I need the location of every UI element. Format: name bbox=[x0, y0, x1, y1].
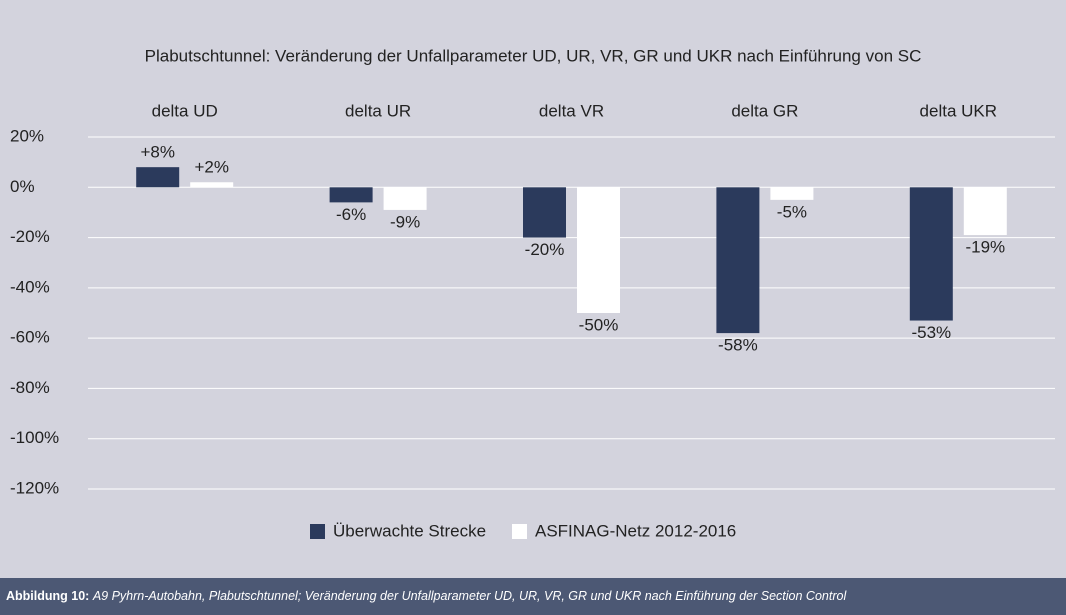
y-tick-label: -100% bbox=[10, 428, 59, 447]
data-label: -9% bbox=[390, 212, 420, 231]
chart-background bbox=[0, 0, 1066, 578]
data-label: -6% bbox=[336, 205, 366, 224]
bar bbox=[716, 187, 760, 334]
legend-label: ASFINAG-Netz 2012-2016 bbox=[535, 521, 736, 540]
caption-label: Abbildung 10: bbox=[6, 589, 90, 603]
category-label: delta VR bbox=[539, 101, 604, 120]
bar bbox=[329, 187, 373, 203]
category-label: delta UD bbox=[152, 101, 218, 120]
legend-swatch bbox=[512, 524, 527, 539]
legend-label: Überwachte Strecke bbox=[333, 521, 486, 540]
bar bbox=[523, 187, 566, 238]
y-tick-label: -40% bbox=[10, 277, 50, 296]
data-label: +2% bbox=[194, 158, 229, 177]
y-tick-label: 0% bbox=[10, 177, 35, 196]
category-label: delta UKR bbox=[920, 101, 997, 120]
data-label: -5% bbox=[777, 202, 807, 221]
chart-title: Plabutschtunnel: Veränderung der Unfallp… bbox=[145, 46, 922, 65]
data-label: -58% bbox=[718, 336, 758, 355]
y-tick-label: -120% bbox=[10, 478, 59, 497]
data-label: -53% bbox=[911, 323, 951, 342]
y-tick-label: -80% bbox=[10, 378, 50, 397]
bar bbox=[963, 187, 1007, 236]
bar bbox=[909, 187, 953, 321]
category-label: delta GR bbox=[731, 101, 798, 120]
bar bbox=[770, 187, 814, 200]
data-label: -50% bbox=[579, 315, 619, 334]
y-tick-label: 20% bbox=[10, 126, 44, 145]
y-tick-label: -60% bbox=[10, 328, 50, 347]
category-label: delta UR bbox=[345, 101, 411, 120]
data-label: +8% bbox=[140, 143, 175, 162]
bar bbox=[577, 187, 620, 313]
caption: Abbildung 10: A9 Pyhrn-Autobahn, Plabuts… bbox=[0, 578, 1066, 615]
y-tick-label: -20% bbox=[10, 227, 50, 246]
caption-text: A9 Pyhrn-Autobahn, Plabutschtunnel; Verä… bbox=[92, 589, 847, 603]
data-label: -20% bbox=[525, 240, 565, 259]
chart: Plabutschtunnel: Veränderung der Unfallp… bbox=[0, 0, 1066, 578]
data-label: -19% bbox=[965, 238, 1005, 257]
bar bbox=[136, 167, 180, 188]
bar bbox=[383, 187, 427, 210]
bar bbox=[190, 182, 234, 188]
legend-swatch bbox=[310, 524, 325, 539]
